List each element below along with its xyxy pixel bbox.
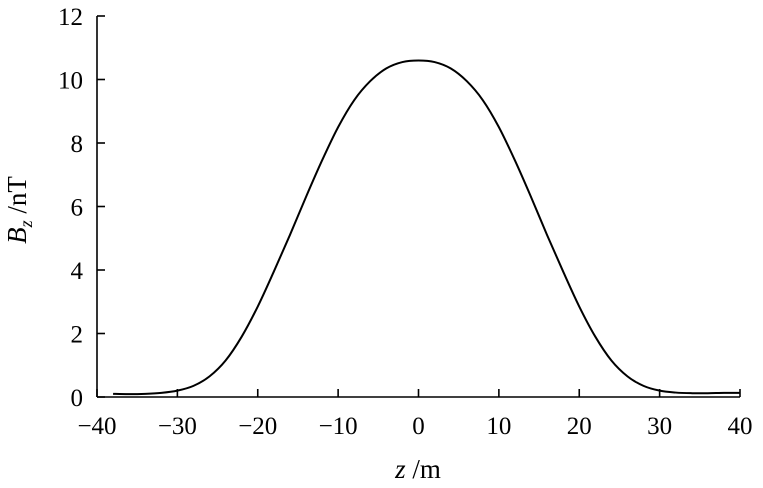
x-axis-label: z /m xyxy=(394,454,441,484)
y-ticks: 0 2 4 6 8 10 12 xyxy=(58,4,105,412)
y-axis-label: Bz /nT xyxy=(2,176,36,244)
x-tick-label: −40 xyxy=(77,413,116,440)
x-tick-label: −10 xyxy=(319,413,358,440)
axes xyxy=(96,16,740,398)
y-tick-label: 4 xyxy=(71,258,84,285)
x-tick-label: 20 xyxy=(567,413,592,440)
y-tick-label: 8 xyxy=(71,131,84,158)
y-tick-label: 2 xyxy=(71,322,84,349)
series-group xyxy=(113,59,741,396)
y-tick-label: 12 xyxy=(58,4,83,31)
y-tick-label: 6 xyxy=(71,195,84,222)
x-tick-label: 10 xyxy=(486,413,511,440)
bz-curve-line xyxy=(113,59,741,396)
x-tick-label: −30 xyxy=(158,413,197,440)
y-tick-label: 10 xyxy=(58,68,83,95)
x-tick-label: −20 xyxy=(238,413,277,440)
x-tick-label: 0 xyxy=(412,413,425,440)
x-ticks: −40 −30 −20 −10 0 10 20 30 40 xyxy=(77,389,753,440)
y-tick-label: 0 xyxy=(71,385,84,412)
x-tick-label: 30 xyxy=(647,413,672,440)
x-tick-label: 40 xyxy=(728,413,753,440)
